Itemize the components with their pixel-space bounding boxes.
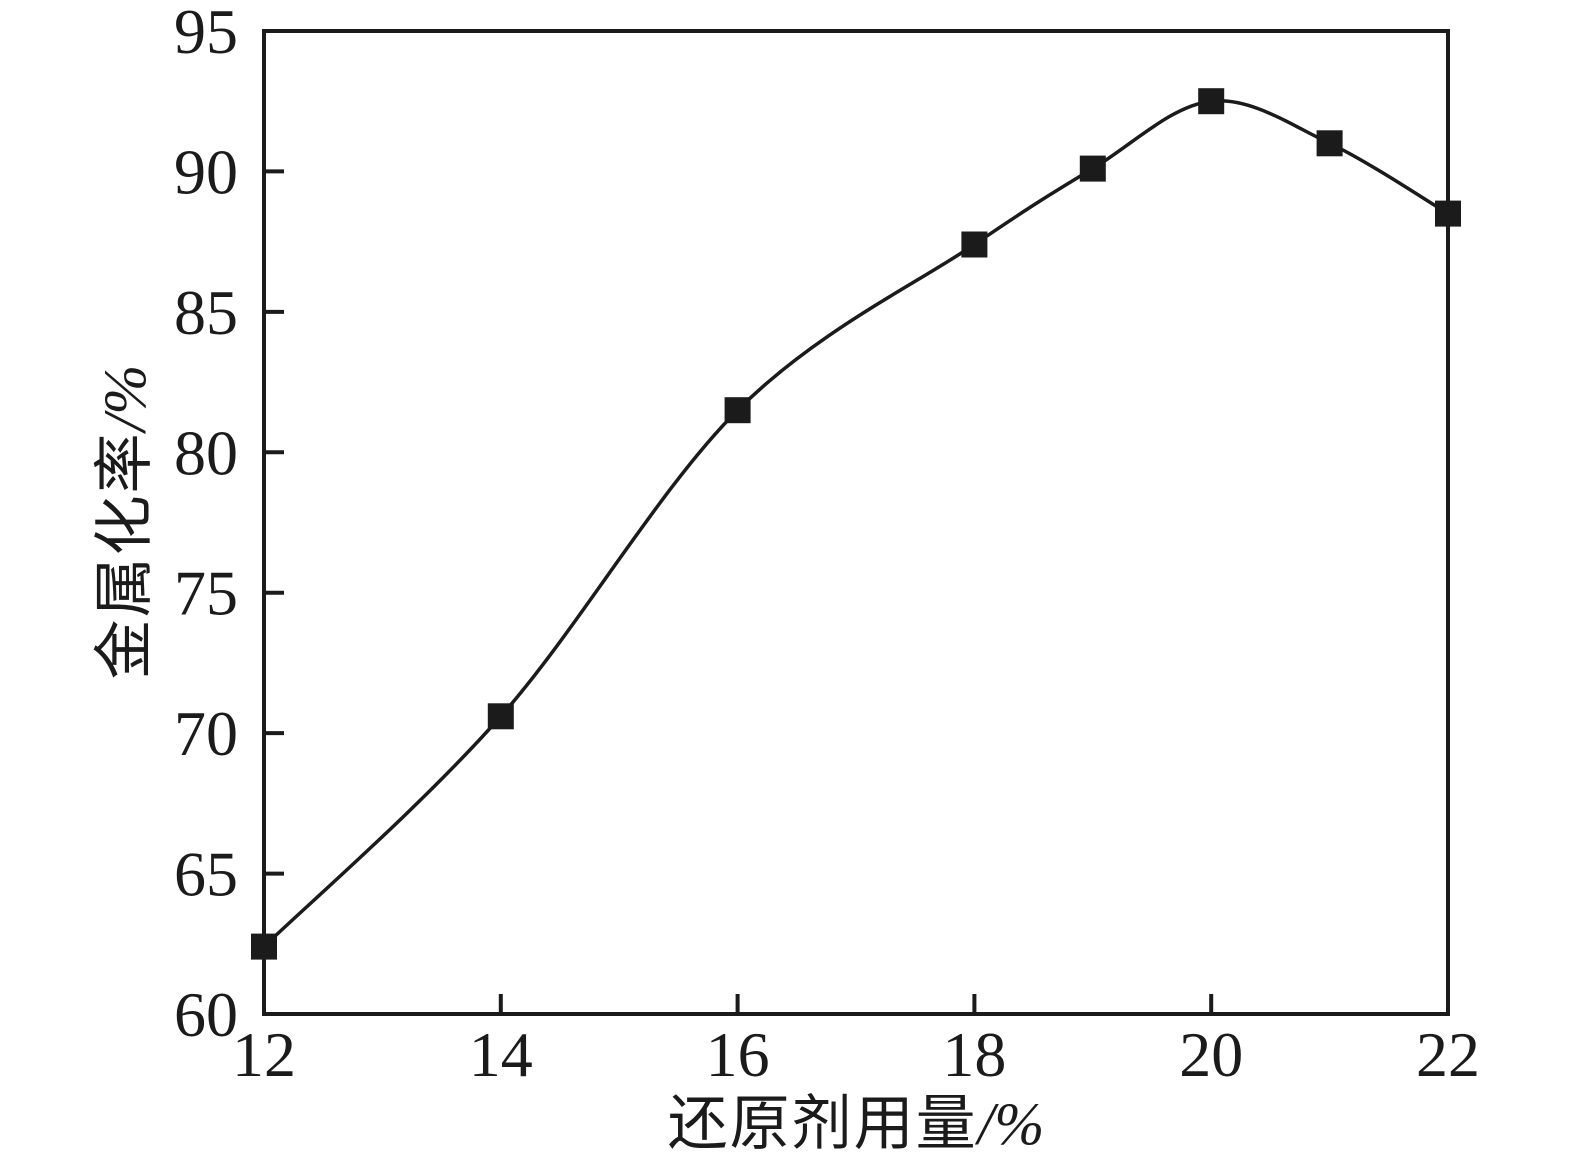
x-axis-title-unit: /%: [977, 1091, 1045, 1157]
y-axis-title-unit: /%: [92, 364, 158, 432]
data-point-marker: [487, 703, 514, 730]
y-tick-label: 80: [174, 417, 238, 488]
data-point-marker: [1079, 155, 1106, 182]
x-tick-label: 14: [469, 1019, 533, 1090]
data-point-marker: [1435, 200, 1461, 227]
data-point-marker: [1198, 88, 1225, 115]
y-axis-title: 金属化率/%: [89, 30, 161, 1014]
y-tick-label: 90: [174, 136, 238, 207]
x-tick-label: 16: [706, 1019, 770, 1090]
data-point-marker: [724, 397, 751, 424]
x-tick-label: 12: [232, 1019, 296, 1090]
data-point-marker: [961, 231, 988, 258]
x-tick-label: 18: [942, 1019, 1006, 1090]
y-tick-label: 95: [174, 0, 238, 67]
x-axis-title: 还原剂用量/%: [264, 1088, 1448, 1160]
plot-border: [262, 29, 1450, 1016]
x-tick-label: 20: [1179, 1019, 1243, 1090]
x-tick-label: 22: [1416, 1019, 1480, 1090]
y-tick-label: 70: [174, 698, 238, 769]
y-tick-label: 60: [174, 979, 238, 1050]
data-point-marker: [1316, 130, 1343, 157]
data-curve: [262, 99, 1449, 948]
x-axis-title-text: 还原剂用量: [667, 1091, 978, 1157]
y-axis-title-text: 金属化率: [92, 431, 158, 680]
y-tick-label: 65: [174, 839, 238, 910]
data-point-marker: [251, 933, 277, 960]
y-tick-label: 75: [174, 558, 238, 629]
y-tick-label: 85: [174, 277, 238, 348]
